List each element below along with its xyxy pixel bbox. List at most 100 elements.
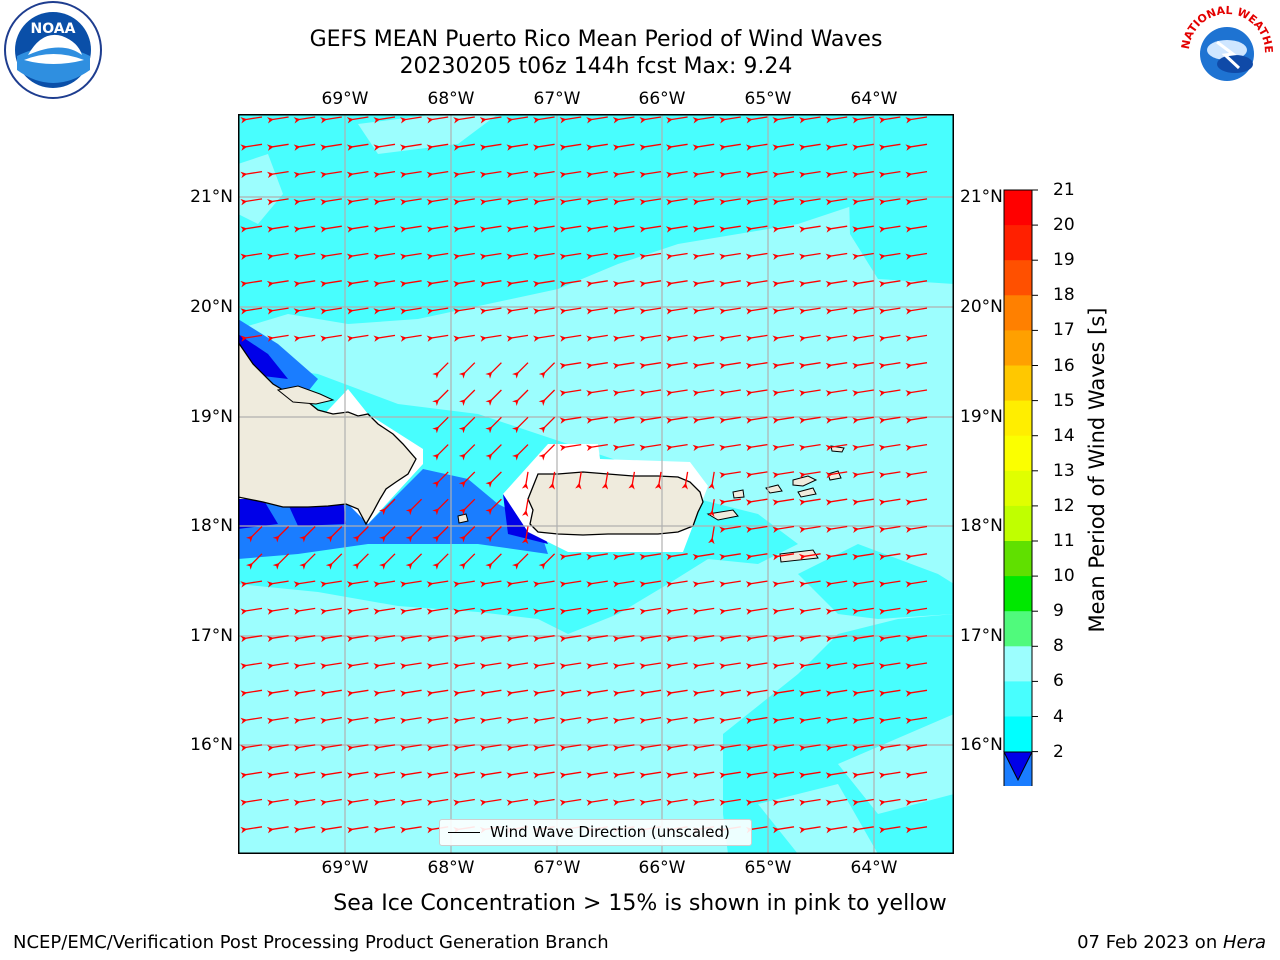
wave-direction-arrow	[825, 553, 848, 561]
wave-direction-arrow	[532, 771, 555, 779]
wave-direction-arrow	[852, 826, 874, 834]
wave-direction-arrow	[346, 143, 369, 151]
wave-direction-arrow	[379, 526, 396, 543]
wave-direction-arrow	[692, 416, 715, 424]
wave-direction-arrow	[346, 225, 369, 233]
wave-direction-arrow	[825, 744, 848, 752]
wave-direction-arrow	[559, 771, 582, 779]
wave-direction-arrow	[639, 716, 662, 725]
wave-direction-arrow	[639, 116, 662, 124]
noaa-logo-text: NOAA	[31, 21, 76, 37]
wave-direction-arrow	[426, 689, 449, 697]
wave-direction-arrow	[559, 607, 582, 615]
wave-direction-arrow	[905, 252, 928, 261]
wave-direction-arrow	[432, 389, 449, 406]
wave-direction-arrow	[772, 198, 795, 206]
wave-direction-arrow	[905, 498, 928, 506]
wave-direction-arrow	[453, 744, 475, 752]
wave-direction-arrow	[240, 798, 263, 807]
wave-direction-arrow	[479, 225, 502, 233]
wave-direction-arrow	[612, 744, 635, 752]
colorbar-cell	[1004, 716, 1032, 753]
wave-direction-arrow	[325, 553, 343, 570]
wave-direction-arrow	[532, 170, 555, 179]
wave-direction-arrow	[346, 771, 369, 779]
wave-direction-arrow	[692, 334, 715, 342]
wave-direction-arrow	[320, 280, 342, 288]
wave-direction-arrow	[612, 798, 635, 807]
wave-direction-arrow	[458, 416, 476, 434]
wave-direction-arrow	[320, 826, 342, 834]
wave-direction-arrow	[293, 252, 316, 261]
lat-label-right: 17°N	[960, 626, 1003, 646]
wave-direction-arrow	[320, 798, 342, 807]
wave-direction-arrow	[692, 389, 715, 397]
wave-direction-arrow	[798, 744, 821, 752]
wave-direction-arrow	[532, 607, 555, 615]
wave-direction-arrow	[719, 635, 741, 643]
wave-direction-arrow	[719, 334, 741, 342]
lat-label-left: 21°N	[190, 187, 233, 207]
wave-direction-arrow	[665, 607, 688, 615]
wave-direction-arrow	[346, 307, 369, 315]
wave-direction-arrow	[878, 635, 901, 643]
wave-direction-arrow	[532, 225, 555, 233]
wave-direction-arrow	[852, 280, 874, 288]
wave-direction-arrow	[692, 716, 715, 725]
wave-direction-arrow	[878, 252, 901, 261]
wave-direction-arrow	[432, 553, 449, 570]
wave-direction-arrow	[399, 143, 422, 151]
wave-direction-arrow	[612, 362, 635, 370]
wave-direction-arrow	[852, 170, 874, 179]
wave-direction-arrow	[240, 635, 263, 643]
lat-label-left: 17°N	[190, 626, 233, 646]
wave-direction-arrow	[852, 635, 874, 643]
wave-direction-arrow	[745, 798, 768, 807]
wave-direction-arrow	[373, 143, 396, 151]
wave-direction-arrow	[453, 580, 475, 588]
wave-direction-arrow	[559, 443, 582, 452]
wave-direction-arrow	[293, 798, 316, 807]
wave-direction-arrow	[485, 526, 502, 543]
wave-direction-arrow	[878, 689, 901, 697]
wave-direction-arrow	[719, 553, 741, 561]
wave-direction-arrow	[639, 198, 662, 206]
wave-direction-arrow	[373, 198, 396, 206]
legend-label: Wind Wave Direction (unscaled)	[490, 823, 730, 841]
lon-label-top: 68°W	[427, 89, 475, 109]
wave-direction-arrow	[878, 498, 901, 506]
wave-direction-arrow	[532, 307, 555, 315]
lon-label-top: 69°W	[321, 89, 369, 109]
wave-direction-arrow	[692, 198, 715, 206]
wave-direction-arrow	[373, 826, 396, 834]
wave-direction-arrow	[852, 798, 874, 807]
wave-direction-arrow	[586, 362, 608, 370]
wave-direction-arrow	[293, 744, 316, 752]
wave-direction-arrow	[639, 662, 662, 670]
wave-direction-arrow	[878, 553, 901, 561]
wave-direction-arrow	[399, 334, 422, 342]
wave-direction-arrow	[639, 143, 662, 151]
wave-direction-arrow	[612, 635, 635, 643]
wave-direction-arrow	[745, 416, 768, 424]
wave-direction-arrow	[405, 553, 423, 570]
wave-direction-arrow	[373, 252, 396, 261]
wave-direction-arrow	[532, 662, 555, 670]
colorbar-cell	[1004, 505, 1032, 542]
wave-direction-arrow	[346, 716, 369, 725]
wave-direction-arrow	[320, 307, 342, 315]
wave-direction-arrow	[373, 225, 396, 233]
wave-direction-arrow	[798, 252, 821, 261]
wave-direction-arrow	[373, 170, 396, 179]
wave-direction-arrow	[905, 116, 928, 124]
wave-direction-arrow	[772, 252, 795, 261]
wave-direction-arrow	[639, 416, 662, 424]
wave-direction-arrow	[346, 280, 369, 288]
sea-ice-note: Sea Ice Concentration > 15% is shown in …	[333, 891, 947, 916]
wave-direction-arrow	[639, 689, 662, 697]
wave-direction-arrow	[320, 143, 342, 151]
wave-direction-arrow	[665, 443, 688, 452]
wave-direction-arrow	[905, 580, 928, 588]
wave-direction-arrow	[905, 170, 928, 179]
wave-direction-arrow	[506, 198, 529, 206]
